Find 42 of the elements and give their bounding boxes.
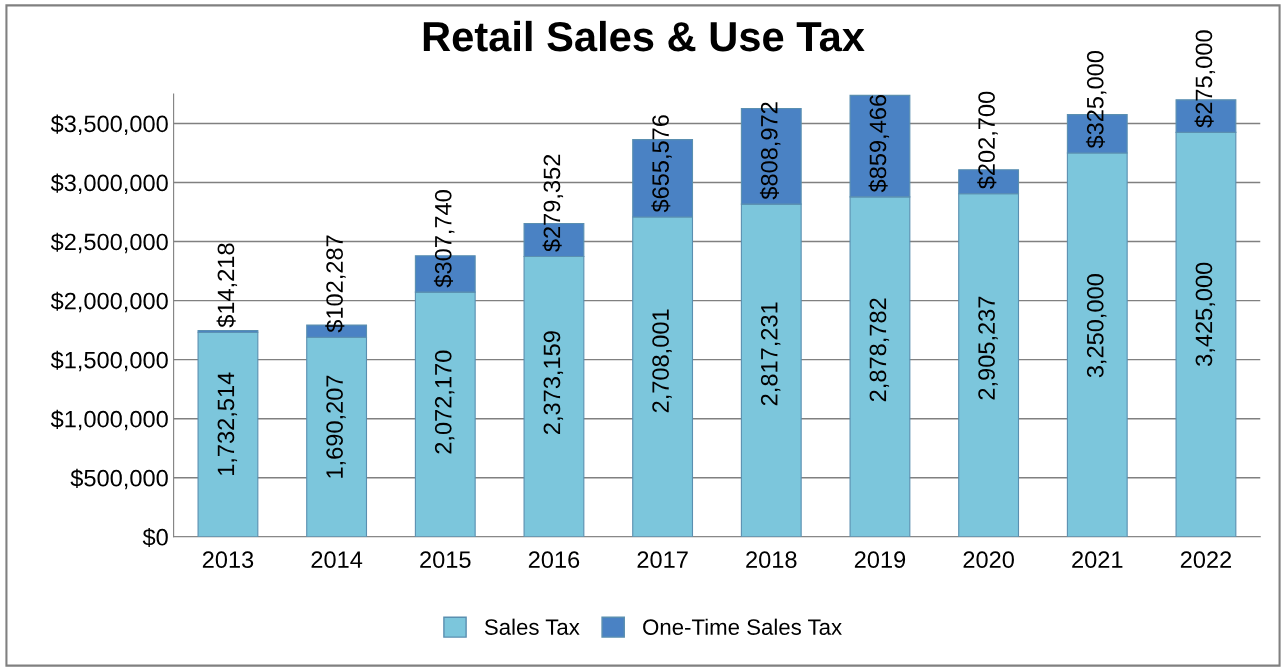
x-tick-label: 2017: [637, 551, 688, 569]
x-tick-label: 2020: [963, 551, 1014, 569]
x-tick-label: 2015: [420, 551, 471, 569]
data-label: $279,352: [542, 154, 564, 252]
data-label: 1,732,514: [217, 372, 238, 475]
y-tick-label: $2,500,000: [50, 232, 168, 254]
legend-label: One-Time Sales Tax: [643, 618, 842, 635]
legend-label: Sales Tax: [484, 618, 580, 635]
y-tick-label: $1,000,000: [50, 409, 168, 431]
y-tick-label: $1,500,000: [50, 350, 168, 372]
x-tick-label: 2013: [202, 551, 254, 569]
y-tick-label: $500,000: [70, 468, 168, 490]
data-label: $325,000: [1085, 51, 1107, 149]
data-label: 3,425,000: [1195, 262, 1216, 366]
y-tick-label: $3,500,000: [50, 114, 168, 136]
data-label: $655,576: [651, 115, 672, 213]
y-tick-label: $3,000,000: [50, 173, 168, 195]
data-label: 2,072,170: [434, 350, 455, 454]
data-label: $102,287: [325, 235, 346, 333]
x-tick-label: 2022: [1180, 551, 1232, 569]
data-label: 1,690,207: [326, 375, 346, 478]
bar: [197, 331, 259, 537]
y-tick-label: $2,000,000: [50, 291, 168, 313]
x-tick-label: 2018: [746, 551, 797, 569]
data-label: $808,972: [759, 102, 781, 200]
data-label: $859,466: [868, 94, 890, 193]
data-label: 2,905,237: [978, 296, 998, 400]
data-label: $14,218: [216, 243, 238, 328]
x-tick-label: 2021: [1072, 551, 1123, 569]
data-label: 2,708,001: [652, 309, 672, 413]
data-label: $202,700: [977, 91, 998, 190]
data-label: $275,000: [1194, 30, 1216, 128]
data-label: $307,740: [433, 190, 455, 288]
data-label: 2,373,159: [543, 331, 564, 434]
y-tick-label: $0: [142, 527, 168, 547]
data-label: 2,817,231: [760, 302, 781, 406]
x-tick-label: 2016: [528, 551, 580, 569]
chart-title: Retail Sales & Use Tax: [423, 20, 865, 52]
x-tick-label: 2014: [311, 551, 363, 569]
x-tick-label: 2019: [854, 551, 906, 569]
data-label: 3,250,000: [1086, 274, 1107, 378]
data-label: 2,878,782: [869, 298, 890, 402]
